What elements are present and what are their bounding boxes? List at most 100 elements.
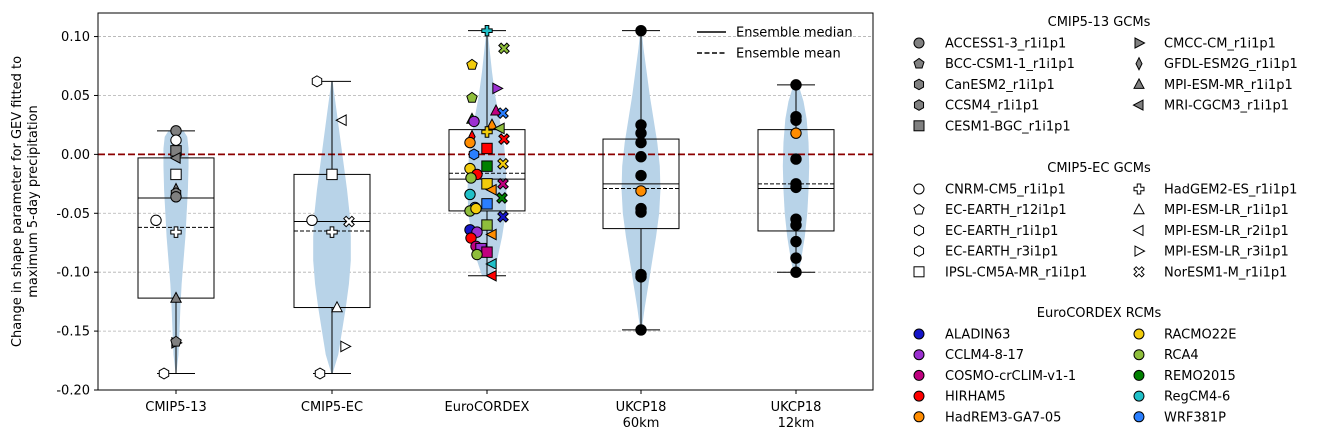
data-point: [790, 153, 802, 165]
data-point: [635, 127, 647, 139]
legend-title: CMIP5-EC GCMs: [1047, 161, 1151, 176]
data-point: [497, 177, 509, 190]
legend-marker: [913, 183, 925, 195]
data-point: [468, 148, 480, 161]
data-point: [314, 367, 326, 380]
y-tick-label: -0.15: [56, 325, 90, 340]
data-point: [170, 125, 182, 137]
data-point: [169, 291, 183, 303]
x-tick-label: CMIP5-EC: [301, 400, 363, 415]
data-point: [470, 202, 482, 215]
data-point: [464, 188, 476, 201]
legend-marker: [1134, 245, 1146, 257]
legend-marker: [1133, 411, 1145, 423]
data-point: [485, 257, 497, 270]
legend-marker: [913, 78, 925, 91]
data-point: [498, 42, 510, 55]
legend-marker: [913, 245, 925, 257]
data-point: [169, 151, 181, 164]
y-tick-label: 0.05: [61, 89, 90, 104]
legend-marker: [913, 203, 925, 215]
legend-label: BCC-CSM1-1_r1i1p1: [945, 57, 1075, 72]
legend-label: RCA4: [1164, 348, 1199, 363]
legend-label: NorESM1-M_r1i1p1: [1164, 265, 1287, 280]
legend-marker: [1133, 390, 1145, 402]
data-point: [790, 181, 802, 194]
data-point: [481, 219, 493, 231]
x-tick-label: 12km: [778, 416, 815, 431]
data-point: [485, 228, 497, 241]
data-point: [481, 24, 493, 37]
y-axis-label: maximum 5-day precipitation: [26, 105, 41, 298]
legend-label: GFDL-ESM2G_r1i1p1: [1164, 57, 1298, 72]
legend-label: CNRM-CM5_r1i1p1: [945, 183, 1066, 198]
data-point: [790, 252, 802, 264]
data-point: [497, 107, 509, 120]
legend-label: MPI-ESM-LR_r3i1p1: [1164, 245, 1289, 260]
data-point: [492, 82, 504, 95]
legend-marker: [913, 390, 925, 402]
plot-frame: [97, 12, 874, 391]
data-point: [485, 183, 497, 196]
legend-marker: [1133, 349, 1145, 361]
y-tick-label: 0.10: [61, 30, 90, 45]
legend-marker: [913, 349, 925, 361]
legend-marker: [913, 99, 925, 111]
data-point: [481, 246, 493, 258]
data-point: [493, 122, 505, 135]
data-point: [466, 58, 478, 70]
x-tick-label: UKCP18: [616, 400, 667, 415]
legend-marker: [913, 266, 925, 278]
legend-label: REMO2015: [1164, 369, 1236, 384]
y-tick-label: -0.20: [56, 384, 90, 399]
data-point: [468, 115, 480, 128]
legend-label: IPSL-CM5A-MR_r1i1p1: [945, 265, 1087, 280]
legend-marker: [1133, 203, 1145, 215]
data-point: [465, 232, 477, 244]
data-point: [335, 114, 347, 127]
x-tick-label: UKCP18: [771, 400, 822, 415]
inner-legend-label: Ensemble median: [736, 26, 853, 41]
legend-label: CESM1-BGC_r1i1p1: [945, 119, 1071, 134]
legend-label: EC-EARTH_r3i1p1: [945, 245, 1058, 260]
legend-label: HIRHAM5: [945, 390, 1006, 405]
data-point: [635, 169, 647, 182]
legend-marker: [913, 369, 925, 381]
data-point: [496, 192, 508, 204]
legend-label: CCLM4-8-17: [945, 348, 1024, 363]
y-axis-label: Change in shape parameter for GEV fitted…: [10, 56, 25, 347]
y-tick-label: -0.10: [56, 266, 90, 281]
legend-label: HadREM3-GA7-05: [945, 410, 1061, 425]
data-point: [170, 168, 182, 181]
legend-marker: [1133, 369, 1145, 381]
legend-marker: [1133, 328, 1145, 340]
legend-marker: [913, 37, 925, 49]
y-tick-label: 0.00: [61, 148, 90, 163]
data-point: [326, 226, 338, 238]
legend-label: MPI-ESM-LR_r1i1p1: [1164, 203, 1289, 218]
data-point: [485, 269, 497, 282]
data-point: [150, 214, 162, 227]
data-point: [635, 136, 647, 149]
y-tick-label: -0.05: [56, 207, 90, 222]
data-point: [311, 75, 323, 88]
data-point: [790, 219, 802, 231]
data-point: [466, 91, 478, 103]
legend-label: CanESM2_r1i1p1: [945, 78, 1055, 93]
data-point: [471, 248, 483, 261]
legend-label: CMCC-CM_r1i1p1: [1164, 37, 1276, 52]
violin: [163, 130, 189, 374]
legend-marker: [1133, 183, 1145, 195]
data-point: [481, 160, 493, 172]
legend-label: MRI-CGCM3_r1i1p1: [1164, 99, 1289, 114]
legend-marker: [1132, 224, 1144, 237]
data-point: [635, 206, 647, 218]
legend-marker: [913, 224, 925, 237]
data-point: [158, 367, 170, 380]
legend-label: HadGEM2-ES_r1i1p1: [1164, 183, 1297, 198]
legend-label: MPI-ESM-MR_r1i1p1: [1164, 78, 1293, 93]
legend-marker: [913, 57, 925, 69]
data-point: [635, 185, 647, 197]
legend-title: EuroCORDEX RCMs: [1037, 306, 1162, 321]
